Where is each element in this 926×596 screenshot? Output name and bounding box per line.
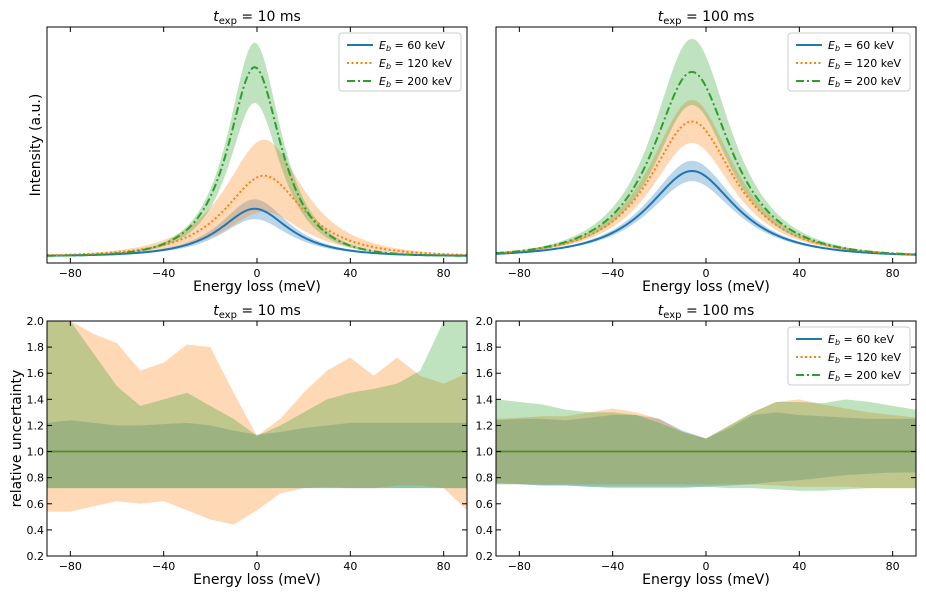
x-tick-label: 40 [792,267,806,280]
panel-title: texp = 100 ms [658,9,754,27]
y-tick-label: 1.0 [476,446,494,459]
y-tick-label: 1.8 [27,341,45,354]
y-tick-label: 0.4 [476,524,494,537]
x-tick-label: 40 [343,267,357,280]
legend-box [338,32,462,92]
legend-label: Eb = 60 keV [379,39,445,53]
band-green [496,399,916,491]
line-green [496,70,916,256]
x-tick-label: −80 [59,560,82,573]
legend-label: Eb = 200 keV [828,75,901,89]
band-blue [47,199,467,256]
x-tick-label: −40 [152,560,175,573]
legend: Eb = 60 keV Eb = 120 keV Eb = 200 keV [787,326,911,386]
panel-bottom-right: −80 −40 0 40 80 0.2 0.4 0.6 0.8 1.0 1.2 1.4 1.6 1.8 2.… [476,303,917,588]
y-tick-label: 2.0 [476,315,494,328]
legend-box [787,32,911,92]
legend-label: Eb = 200 keV [379,75,452,89]
x-tick-label: 80 [437,267,451,280]
plot-area [496,399,916,491]
x-tick-label: −80 [508,560,531,573]
panel-title: texp = 10 ms [213,303,301,321]
band-green [47,321,467,489]
x-tick-label: −80 [508,267,531,280]
x-tick-label: 40 [343,560,357,573]
x-tick-label: 40 [792,560,806,573]
x-tick-label: 0 [254,560,261,573]
y-axis-label: Intensity (a.u.) [28,94,44,197]
x-tick-label: −80 [59,267,82,280]
y-tick-label: 2.0 [27,315,45,328]
band-orange [496,399,916,489]
y-tick-label: 1.6 [27,367,45,380]
legend-label: Eb = 120 keV [379,57,452,71]
plot-area [47,42,467,257]
y-tick-label: 0.2 [27,550,45,563]
line-orange [47,174,467,257]
x-tick-label: 80 [886,560,900,573]
panel-title: texp = 100 ms [658,303,754,321]
legend-box [787,326,911,386]
band-green [496,38,916,255]
panel-top-right: −80 −40 0 40 80 Energy loss (meV) texp = 100 m… [495,9,917,295]
x-tick-label: −40 [152,267,175,280]
y-tick-label: 0.8 [27,472,45,485]
y-tick-label: 1.2 [27,419,45,432]
panel-title: texp = 10 ms [213,9,301,27]
y-tick-label: 0.8 [476,472,494,485]
legend: Eb = 60 keV Eb = 120 keV Eb = 200 keV [338,32,462,92]
panel-top-left: −80 −40 0 40 80 Energy loss (meV) Intensity (a… [28,9,468,295]
y-tick-label: 0.4 [27,524,45,537]
legend: Eb = 60 keV Eb = 120 keV Eb = 200 keV [787,32,911,92]
y-tick-label: 1.8 [476,341,494,354]
legend-label: Eb = 120 keV [828,351,901,365]
x-tick-label: 0 [703,267,710,280]
y-axis-label: relative uncertainty [9,370,25,508]
legend-label: Eb = 60 keV [828,333,894,347]
legend-label: Eb = 200 keV [828,369,901,383]
band-green [47,42,467,256]
y-tick-label: 1.4 [476,393,494,406]
y-tick-label: 1.6 [476,367,494,380]
band-blue [47,420,467,489]
x-tick-label: −40 [601,267,624,280]
y-tick-label: 1.2 [476,419,494,432]
y-tick-label: 0.6 [27,498,45,511]
band-blue [496,160,916,255]
band-orange [47,139,467,256]
y-tick-label: 0.6 [476,498,494,511]
x-axis-label: Energy loss (meV) [642,279,770,295]
line-blue [496,169,916,256]
band-orange [496,99,916,255]
y-tick-label: 0.2 [476,550,494,563]
legend-label: Eb = 120 keV [828,57,901,71]
x-tick-label: −40 [601,560,624,573]
x-axis-label: Energy loss (meV) [193,572,321,588]
band-orange [47,321,467,525]
x-tick-label: 80 [886,267,900,280]
x-axis-label: Energy loss (meV) [193,279,321,295]
band-blue [496,412,916,487]
panel-bottom-left: −80 −40 0 40 80 0.2 0.4 0.6 0.8 1.0 1.2 1.4 1.6 1.8 2.… [9,303,468,588]
x-tick-label: 0 [703,560,710,573]
legend-label: Eb = 60 keV [828,39,894,53]
y-tick-label: 1.4 [27,393,45,406]
x-axis-label: Energy loss (meV) [642,572,770,588]
plot-area [496,38,916,256]
plot-area [47,321,467,525]
x-tick-label: 0 [254,267,261,280]
y-tick-label: 1.0 [27,446,45,459]
x-tick-label: 80 [437,560,451,573]
line-green [47,66,467,257]
